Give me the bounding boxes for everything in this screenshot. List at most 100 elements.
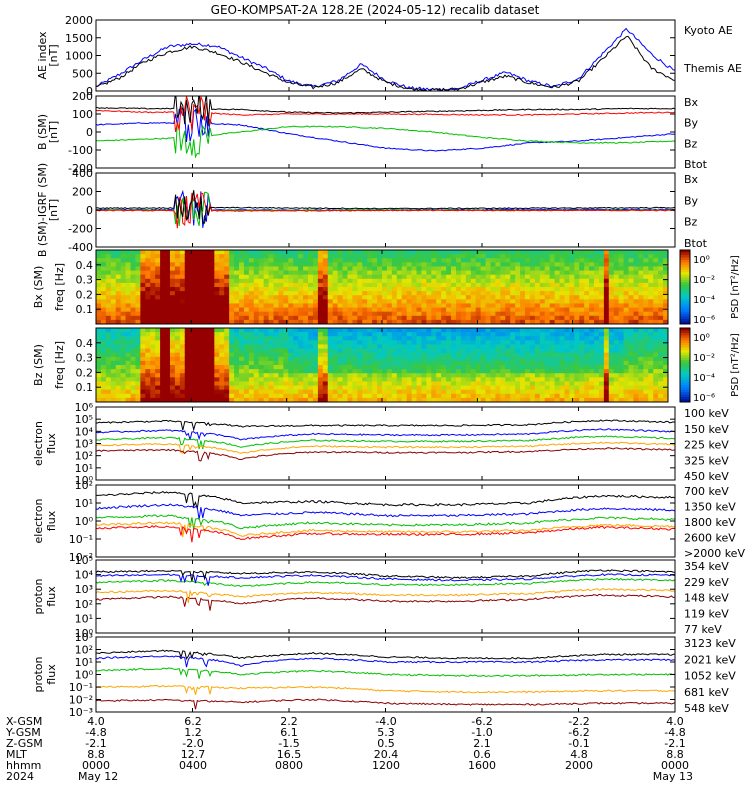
spectrogram-cell xyxy=(569,266,575,272)
spectrogram-cell xyxy=(391,352,398,358)
spectrogram-cell xyxy=(529,315,536,321)
spectrogram-cell xyxy=(559,299,566,305)
spectrogram-cell xyxy=(406,287,413,292)
spectrogram-cell xyxy=(115,274,122,280)
spectrogram-cell xyxy=(574,348,580,354)
legend-entry: 1350 keV xyxy=(684,501,736,514)
spectrogram-cell xyxy=(460,389,467,395)
x-axis-value: 4.8 xyxy=(570,748,588,761)
spectrogram-cell xyxy=(638,254,644,259)
spectrogram-cell xyxy=(638,369,644,374)
panel-frame xyxy=(95,19,676,92)
spectrogram-cell xyxy=(648,385,654,391)
spectrogram-cell xyxy=(470,278,477,284)
spectrogram-cell xyxy=(298,328,304,333)
spectrogram-cell xyxy=(120,385,127,391)
spectrogram-cell xyxy=(303,319,309,324)
spectrogram-cell xyxy=(308,397,314,402)
spectrogram-cell xyxy=(559,262,566,268)
spectrogram-cell xyxy=(199,389,206,395)
spectrogram-cell xyxy=(613,393,620,399)
spectrogram-cell xyxy=(490,348,497,354)
spectrogram-cell xyxy=(505,389,511,395)
spectrogram-cell xyxy=(317,282,324,288)
spectrogram-cell xyxy=(515,319,521,324)
spectrogram-cell xyxy=(352,356,358,362)
spectrogram-cell xyxy=(386,315,393,321)
spectrogram-cell xyxy=(416,328,423,333)
spectrogram-cell xyxy=(549,266,556,272)
spectrogram-cell xyxy=(549,344,556,350)
y-axis-label-2: flux xyxy=(45,433,58,454)
spectrogram-cell xyxy=(155,369,161,374)
spectrogram-cell xyxy=(308,356,314,362)
spectrogram-cell xyxy=(327,381,334,387)
spectrogram-cell xyxy=(515,270,521,276)
spectrogram-cell xyxy=(130,344,137,350)
spectrogram-cell xyxy=(362,278,368,284)
spectrogram-cell xyxy=(372,356,378,362)
spectrogram-cell xyxy=(243,270,250,276)
spectrogram-cell xyxy=(258,287,265,292)
spectrogram-cell xyxy=(638,389,644,395)
spectrogram-cell xyxy=(352,266,358,272)
spectrogram-cell xyxy=(475,381,482,387)
spectrogram-cell xyxy=(362,319,368,324)
spectrogram-cell xyxy=(589,287,595,292)
spectrogram-cell xyxy=(628,328,635,333)
spectrogram-cell xyxy=(648,307,654,313)
spectrogram-cell xyxy=(337,344,344,350)
spectrogram-cell xyxy=(125,315,132,321)
series-line-150-kev xyxy=(96,428,675,441)
legend-entry: By xyxy=(684,117,699,130)
spectrogram-cell xyxy=(377,282,383,288)
spectrogram-cell xyxy=(317,266,324,272)
spectrogram-cell xyxy=(377,250,383,255)
spectrogram-cell xyxy=(278,262,284,268)
spectrogram-cell xyxy=(520,315,526,321)
spectrogram-cell xyxy=(643,303,649,309)
spectrogram-cell xyxy=(110,274,117,280)
spectrogram-cell xyxy=(224,258,230,263)
spectrogram-cell xyxy=(539,344,546,350)
spectrogram-cell xyxy=(150,258,156,263)
spectrogram-cell xyxy=(337,307,344,313)
spectrogram-cell xyxy=(455,344,462,350)
spectrogram-cell xyxy=(312,385,319,391)
spectrogram-cell xyxy=(470,377,477,383)
spectrogram-cell xyxy=(534,397,541,402)
spectrogram-cell xyxy=(174,369,181,374)
spectrogram-cell xyxy=(431,319,437,324)
spectrogram-cell xyxy=(96,348,102,354)
spectrogram-cell xyxy=(525,266,531,272)
spectrogram-cell xyxy=(234,397,240,402)
spectrogram-cell xyxy=(293,336,299,341)
spectrogram-cell xyxy=(322,299,329,305)
spectrogram-cell xyxy=(386,266,393,272)
spectrogram-cell xyxy=(214,377,220,383)
spectrogram-cell xyxy=(475,328,482,333)
spectrogram-cell xyxy=(322,369,329,374)
spectrogram-cell xyxy=(367,397,373,402)
spectrogram-cell xyxy=(174,397,181,402)
spectrogram-cell xyxy=(520,303,526,309)
spectrogram-cell xyxy=(382,287,388,292)
colorbar-segment xyxy=(680,394,690,398)
spectrogram-cell xyxy=(199,360,206,366)
spectrogram-cell xyxy=(431,282,437,288)
spectrogram-cell xyxy=(140,311,146,317)
spectrogram-cell xyxy=(248,291,255,296)
spectrogram-cell xyxy=(525,381,531,387)
spectrogram-cell xyxy=(648,393,654,399)
spectrogram-cell xyxy=(337,311,344,317)
spectrogram-cell xyxy=(529,344,536,350)
spectrogram-cell xyxy=(105,336,112,341)
spectrogram-cell xyxy=(406,303,413,309)
spectrogram-cell xyxy=(465,389,472,395)
spectrogram-cell xyxy=(628,303,635,309)
x-axis-row-label: Y-GSM xyxy=(5,726,41,739)
spectrogram-cell xyxy=(663,373,668,378)
spectrogram-cell xyxy=(579,389,585,395)
spectrogram-cell xyxy=(401,393,408,399)
